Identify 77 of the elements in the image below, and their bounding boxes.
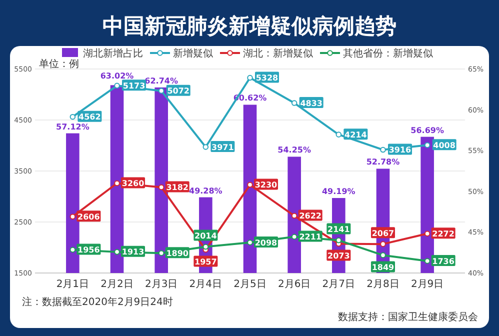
data-label: 5072: [167, 86, 190, 96]
point: [424, 142, 430, 148]
x-tick-label: 2月7日: [322, 279, 356, 290]
legend-label: 新增疑似: [173, 48, 213, 60]
data-label: 56.69%: [410, 126, 444, 135]
data-label: 52.78%: [366, 158, 400, 167]
point: [202, 144, 209, 150]
data-label: 2067: [372, 228, 394, 238]
chart-title: 中国新冠肺炎新增疑似病例趋势: [102, 14, 396, 38]
x-tick-label: 2月4日: [189, 279, 222, 290]
data-label: 2098: [254, 238, 278, 248]
data-label: 1736: [432, 256, 455, 266]
point: [158, 184, 164, 190]
data-label: 2073: [328, 252, 350, 261]
data-label: 5173: [122, 81, 146, 90]
x-tick-label: 2月3日: [144, 279, 178, 290]
point: [70, 214, 76, 220]
point: [114, 82, 120, 89]
data-label: 2272: [432, 229, 454, 238]
point: [114, 180, 120, 186]
data-label: 1890: [166, 248, 189, 258]
point: [158, 88, 164, 94]
legend-label: 其他省份：新增疑似: [343, 48, 433, 60]
data-label: 5328: [256, 74, 279, 83]
data-label: 3230: [254, 180, 278, 190]
data-label: 1956: [78, 246, 100, 255]
data-label: 4562: [78, 112, 101, 122]
point: [247, 182, 253, 188]
data-label: 4833: [300, 98, 322, 108]
point: [380, 241, 386, 247]
point: [247, 74, 253, 81]
point: [291, 100, 298, 106]
point: [291, 212, 298, 219]
point: [424, 258, 430, 264]
x-tick-label: 2月1日: [56, 279, 90, 290]
data-label: 1957: [194, 257, 217, 266]
data-label: 2211: [299, 232, 322, 242]
point: [424, 230, 430, 237]
point: [336, 132, 342, 138]
data-label: 4008: [433, 140, 456, 150]
x-tick-label: 2月6日: [278, 279, 311, 290]
data-label: 63.02%: [100, 72, 134, 81]
point: [70, 246, 76, 253]
data-label: 4214: [344, 130, 368, 140]
data-label: 2014: [194, 232, 218, 241]
legend-label: 湖北新增占比: [83, 48, 143, 60]
point: [291, 234, 298, 240]
data-label: 3260: [122, 179, 145, 188]
x-tick-label: 2月2日: [100, 279, 134, 290]
data-label: 3182: [166, 183, 188, 192]
point: [380, 252, 386, 258]
text: 数据支持：国家卫生健康委员会: [338, 311, 478, 323]
data-label: 49.19%: [322, 187, 356, 196]
data-label: 62.74%: [144, 76, 178, 86]
data-label: 49.28%: [189, 186, 222, 196]
data-label: 1913: [122, 248, 144, 257]
data-label: 54.25%: [278, 146, 311, 155]
data-label: 2622: [299, 212, 322, 221]
data-label: 1849: [372, 263, 395, 272]
data-label: 2141: [328, 225, 350, 234]
text: 注：数据截至2020年2月9日24时: [22, 296, 173, 308]
data-label: 57.12%: [56, 122, 90, 132]
point: [336, 237, 342, 244]
x-tick-label: 2月9日: [410, 279, 444, 290]
data-label: 3916: [388, 146, 412, 155]
point: [158, 250, 164, 256]
x-tick-label: 2月5日: [234, 279, 266, 290]
point: [202, 244, 209, 250]
y-axis-title: 单位：例: [39, 58, 79, 70]
data-label: 2606: [78, 212, 100, 222]
point: [380, 146, 386, 153]
legend-label: 湖北：新增疑似: [243, 48, 313, 60]
data-label: 3971: [212, 142, 234, 152]
x-tick-label: 2月8日: [366, 279, 400, 290]
point: [114, 249, 120, 255]
point: [247, 240, 253, 246]
point: [70, 114, 76, 120]
